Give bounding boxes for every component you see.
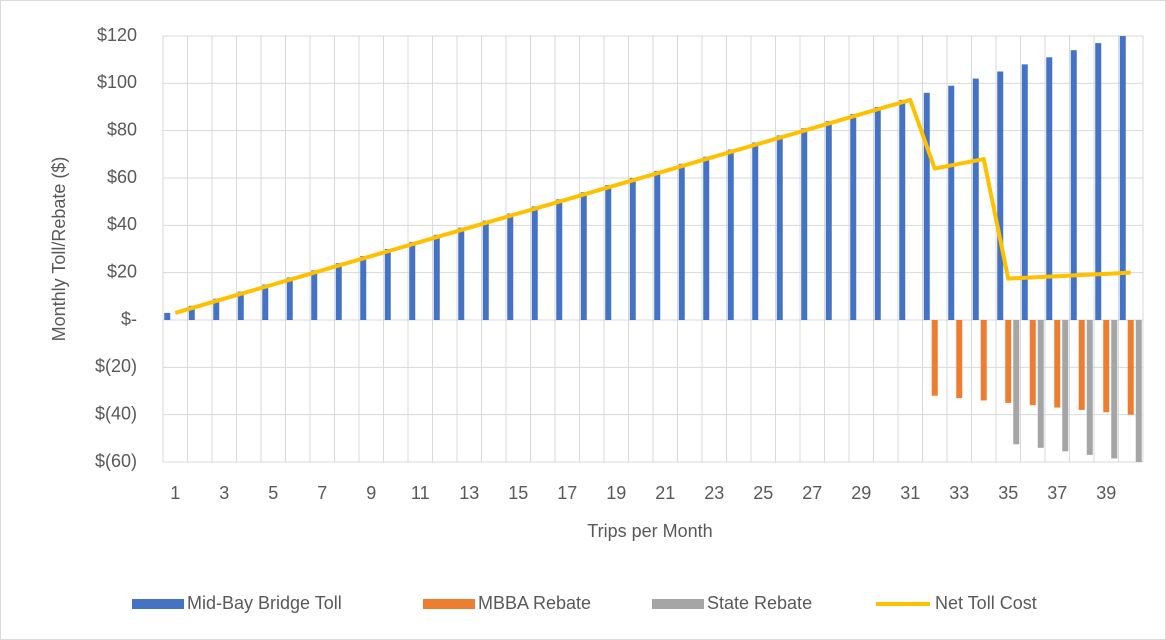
- bar: [752, 142, 759, 320]
- bar: [923, 92, 930, 320]
- legend-swatch: [132, 599, 184, 609]
- x-tick-label: 19: [606, 483, 626, 503]
- bar: [629, 178, 636, 320]
- y-tick-label: $100: [97, 72, 137, 92]
- x-tick-label: 1: [170, 483, 180, 503]
- bar: [1103, 320, 1110, 413]
- bar: [213, 298, 220, 320]
- bar: [1070, 50, 1077, 320]
- x-tick-label: 9: [366, 483, 376, 503]
- bar: [580, 192, 587, 320]
- x-tick-label: 21: [655, 483, 675, 503]
- y-tick-label: $(60): [95, 451, 137, 471]
- y-tick-label: $40: [107, 214, 137, 234]
- bar: [360, 256, 367, 320]
- x-tick-label: 25: [753, 483, 773, 503]
- bar: [458, 227, 465, 320]
- bar: [1086, 320, 1093, 455]
- bar: [482, 220, 489, 320]
- legend-label: State Rebate: [707, 593, 812, 613]
- bar: [654, 170, 661, 320]
- bar: [956, 320, 963, 399]
- bar: [1135, 320, 1142, 462]
- bar: [980, 320, 987, 401]
- legend-swatch: [423, 599, 475, 609]
- x-tick-label: 35: [998, 483, 1018, 503]
- y-tick-label: $(20): [95, 356, 137, 376]
- bar: [1021, 64, 1028, 321]
- x-tick-label: 29: [851, 483, 871, 503]
- x-tick-label: 27: [802, 483, 822, 503]
- bar: [899, 99, 906, 321]
- bar: [997, 71, 1004, 320]
- bar: [776, 135, 783, 320]
- bar: [237, 291, 244, 320]
- bar: [727, 149, 734, 320]
- line: [174, 97, 1131, 315]
- y-tick-label: $60: [107, 167, 137, 187]
- bar: [678, 163, 685, 320]
- bar: [1119, 36, 1126, 320]
- x-tick-label: 3: [219, 483, 229, 503]
- y-tick-label: $80: [107, 119, 137, 139]
- bar: [507, 213, 514, 320]
- x-tick-label: 7: [317, 483, 327, 503]
- bar: [164, 312, 171, 320]
- bar: [850, 114, 857, 320]
- bar: [384, 249, 391, 320]
- bar: [948, 85, 955, 320]
- bar: [801, 128, 808, 320]
- y-tick-label: $-: [121, 309, 137, 329]
- bar: [1046, 57, 1053, 321]
- bar: [1078, 320, 1085, 410]
- y-tick-label: $20: [107, 261, 137, 281]
- y-axis-label: Monthly Toll/Rebate ($): [49, 157, 69, 342]
- bar: [605, 185, 612, 320]
- bar: [286, 277, 293, 320]
- x-tick-label: 31: [900, 483, 920, 503]
- x-tick-label: 33: [949, 483, 969, 503]
- legend-label: MBBA Rebate: [478, 593, 591, 613]
- bar: [1005, 320, 1012, 403]
- x-tick-label: 37: [1047, 483, 1067, 503]
- bar: [556, 199, 563, 320]
- bar: [1127, 320, 1134, 415]
- bar: [1054, 320, 1061, 408]
- bar: [335, 263, 342, 320]
- x-tick-label: 5: [268, 483, 278, 503]
- bar: [1111, 320, 1118, 459]
- bar: [1029, 320, 1036, 406]
- legend-label: Net Toll Cost: [935, 593, 1037, 613]
- bar: [531, 206, 538, 320]
- x-tick-label: 17: [557, 483, 577, 503]
- x-axis-label: Trips per Month: [587, 521, 712, 541]
- x-tick-label: 15: [508, 483, 528, 503]
- bar: [1013, 320, 1020, 445]
- bar: [703, 156, 710, 320]
- bar: [825, 121, 832, 320]
- bar: [311, 270, 318, 320]
- bar: [188, 305, 195, 320]
- bar: [409, 241, 416, 320]
- x-tick-label: 39: [1096, 483, 1116, 503]
- bar: [931, 320, 938, 396]
- bar: [262, 284, 269, 320]
- y-tick-label: $(40): [95, 403, 137, 423]
- bar: [433, 234, 440, 320]
- bar: [874, 107, 881, 320]
- x-tick-label: 11: [411, 483, 430, 503]
- legend-swatch: [652, 599, 704, 609]
- bar: [1095, 43, 1102, 320]
- bar: [1037, 320, 1044, 448]
- x-tick-label: 23: [704, 483, 724, 503]
- bar: [1062, 320, 1069, 452]
- x-tick-label: 13: [459, 483, 479, 503]
- bar: [972, 78, 979, 320]
- y-tick-label: $120: [97, 25, 137, 45]
- legend-label: Mid-Bay Bridge Toll: [187, 593, 342, 613]
